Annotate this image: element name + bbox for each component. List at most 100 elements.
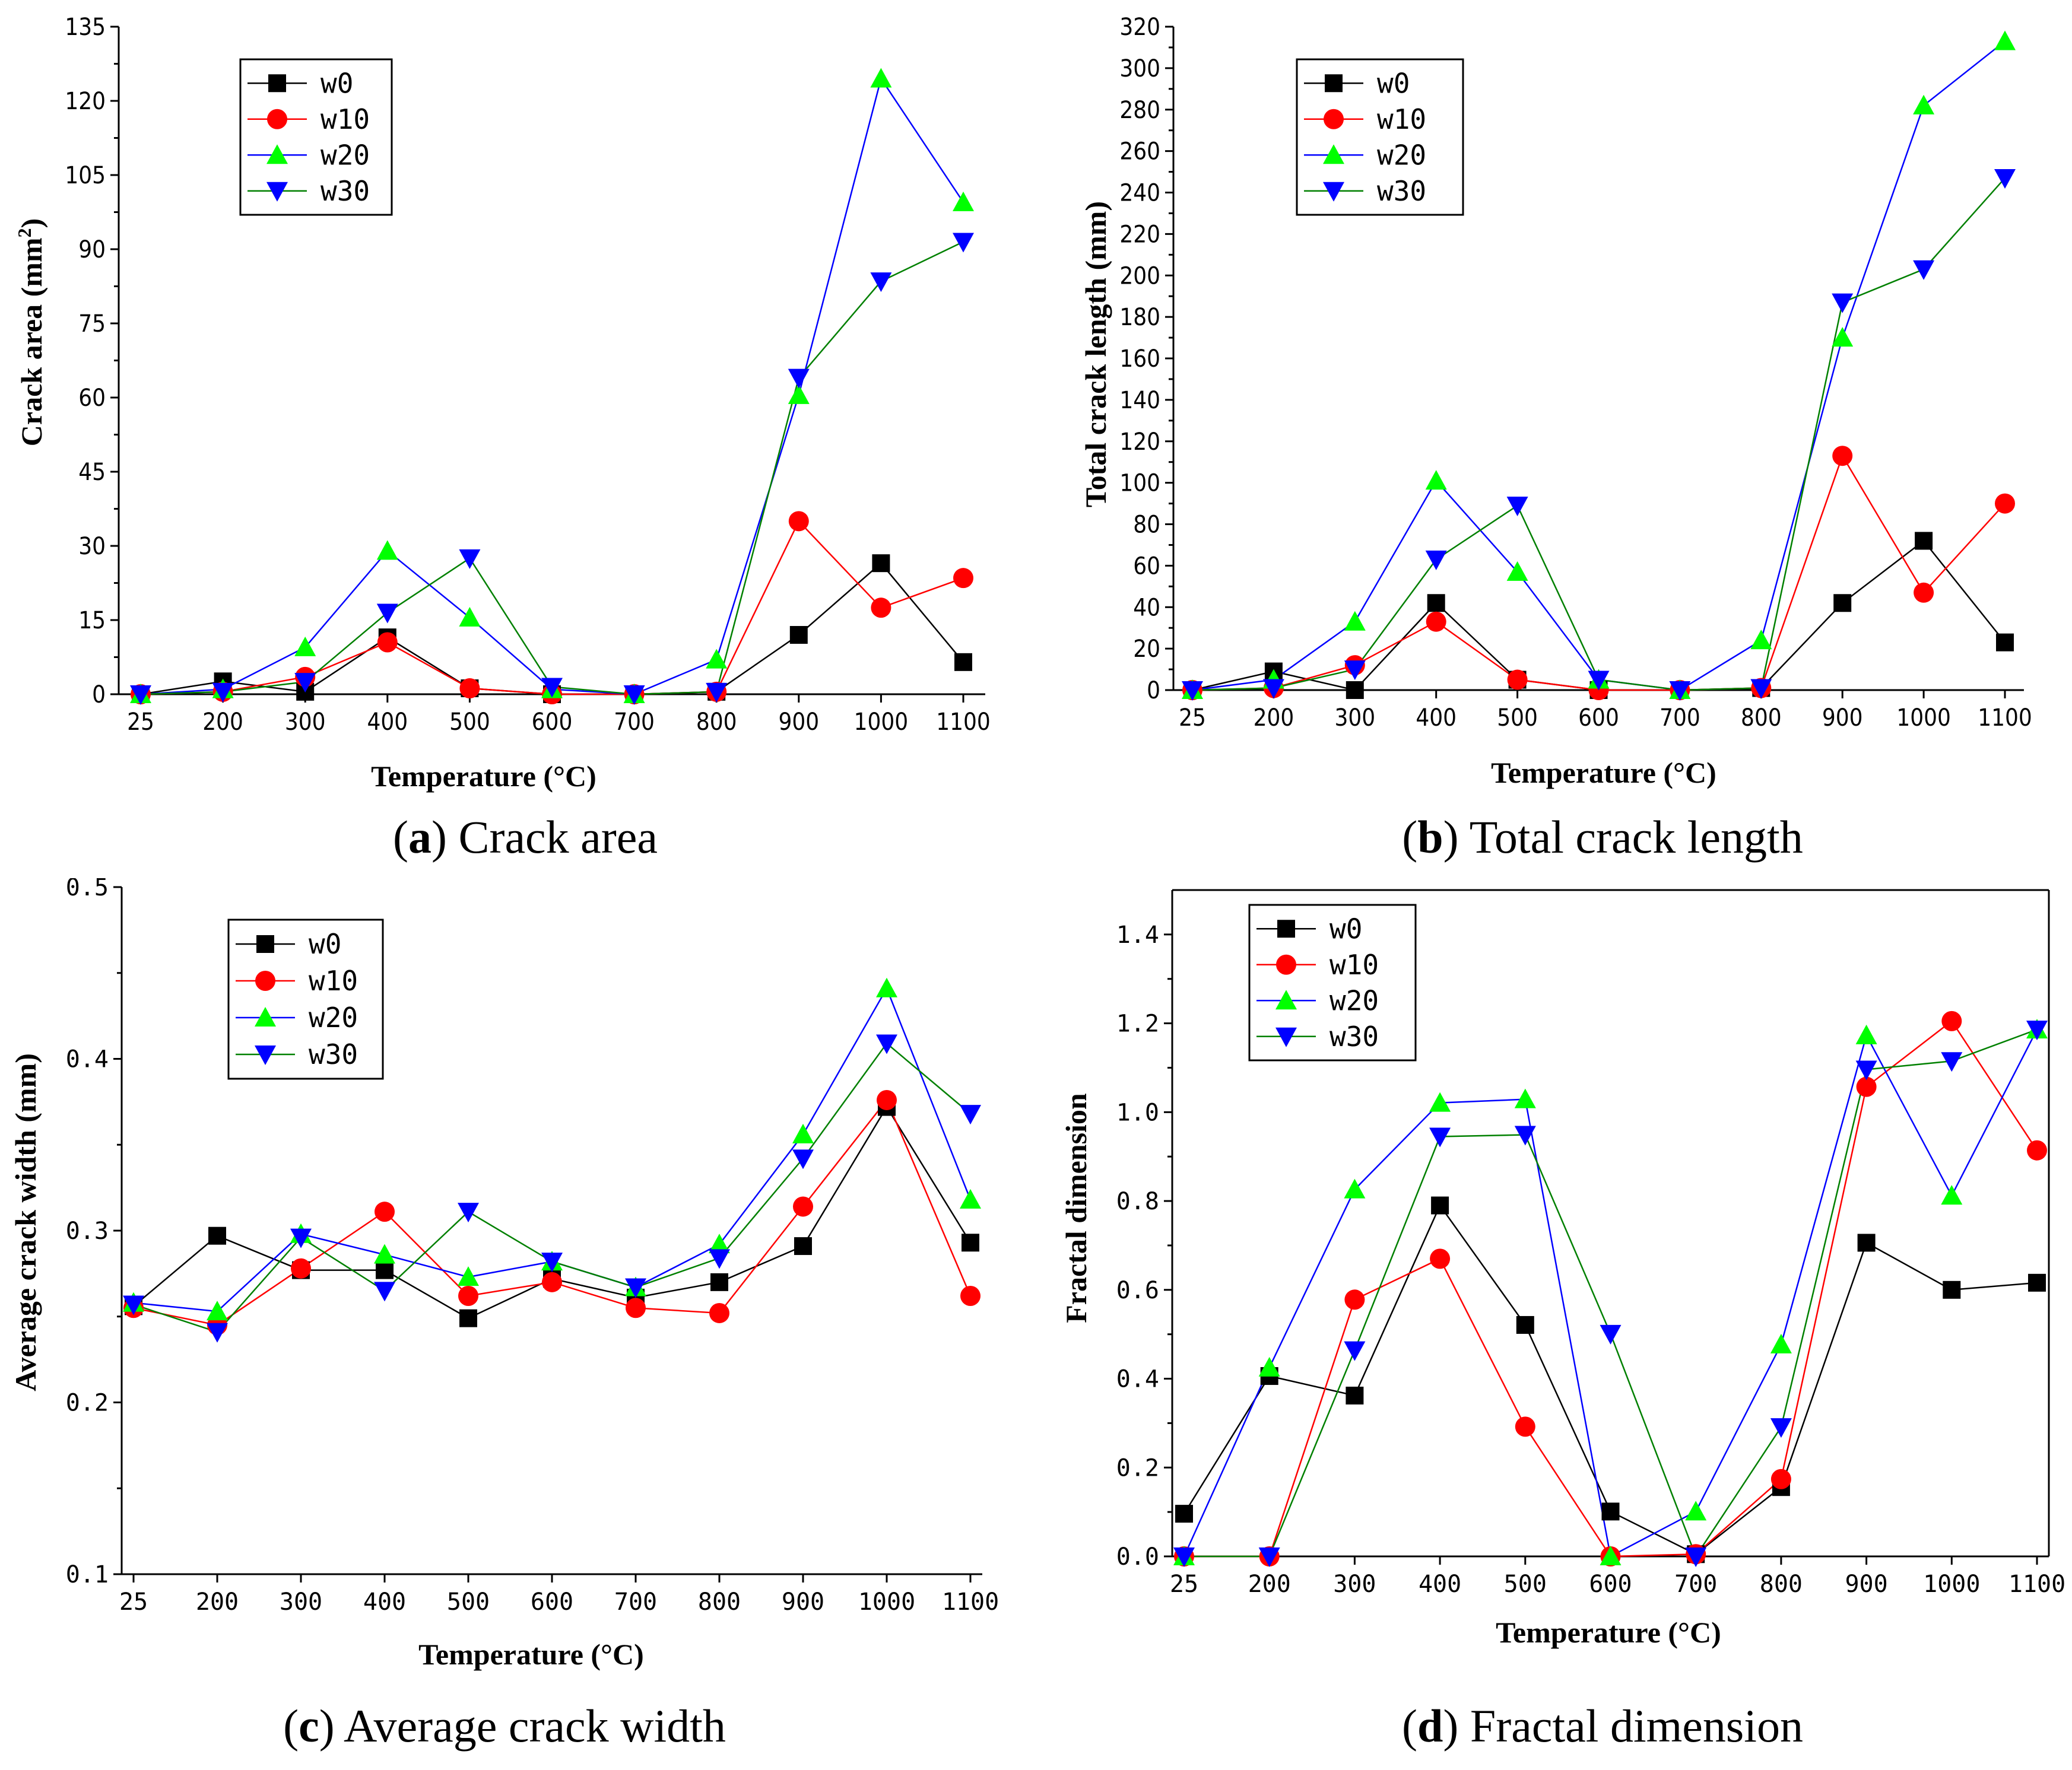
data-point-w0	[1346, 681, 1364, 699]
data-point-w20	[1941, 1185, 1963, 1205]
x-tick-label: 500	[447, 1588, 490, 1616]
x-tick-label: 400	[1419, 1571, 1461, 1598]
y-tick-label: 0	[1147, 677, 1160, 704]
x-tick-label: 1000	[854, 708, 909, 736]
y-tick-label: 300	[1119, 55, 1160, 82]
data-point-w10	[1995, 493, 2015, 514]
data-point-w30	[459, 549, 481, 569]
y-tick-label: 260	[1119, 138, 1160, 166]
series-markers-w30	[1173, 1021, 2048, 1567]
x-axis-title-b: Temperature (°C)	[1491, 756, 1716, 789]
caption-a: (a) Crack area	[393, 811, 658, 863]
legend-label-w10: w10	[1329, 949, 1379, 981]
data-point-w30	[1588, 670, 1610, 691]
y-tick-label: 0.4	[1116, 1366, 1159, 1393]
data-point-w20	[1770, 1333, 1792, 1353]
data-point-w20	[1429, 1092, 1451, 1112]
legend-marker-w20	[1323, 144, 1344, 164]
x-tick-label: 600	[532, 708, 573, 736]
data-point-w10	[1507, 669, 1528, 690]
data-point-w10	[788, 511, 809, 532]
series-line-w30	[1184, 1028, 2038, 1558]
legend-label-w0: w0	[1329, 913, 1362, 945]
panel-c-average-crack-width: Average crack width (mm) Temperature (°C…	[0, 878, 1036, 1770]
data-point-w20	[207, 1301, 228, 1321]
x-tick-label: 400	[367, 708, 408, 736]
y-tick-label: 160	[1119, 345, 1160, 373]
data-point-w0	[954, 653, 972, 671]
y-tick-label: 0.0	[1116, 1543, 1159, 1571]
x-tick-label: 1000	[858, 1588, 915, 1616]
x-tick-label: 600	[1589, 1571, 1632, 1598]
data-point-w0	[1915, 532, 1933, 550]
data-point-w30	[1262, 679, 1284, 699]
series-line-w0	[1183, 1204, 2038, 1555]
legend-box	[1248, 904, 1417, 1062]
legend-label-w30: w30	[309, 1038, 358, 1070]
legend-b: w0 w10 w20 w30	[1296, 58, 1464, 216]
y-tick-label: 135	[65, 14, 106, 41]
legend-label-w20: w20	[1329, 984, 1379, 1016]
legend-label-w10: w10	[1377, 103, 1426, 135]
axes-c: 0.1 0.2 0.3 0.4 0.5 25 200 300 400 500 600 700 800 90…	[66, 878, 999, 1616]
data-point-w10	[1856, 1076, 1877, 1097]
y-tick-label: 0.2	[1116, 1454, 1159, 1482]
x-tick-label: 1100	[1978, 704, 2032, 732]
data-point-w30	[1429, 1127, 1451, 1148]
y-tick-label: 0.4	[66, 1046, 109, 1073]
data-point-w0	[872, 554, 890, 573]
x-tick-label: 25	[1170, 1571, 1198, 1598]
data-point-w30	[1913, 260, 1935, 280]
x-tick-label: 1000	[1923, 1571, 1980, 1598]
y-tick-label: 100	[1119, 470, 1160, 497]
x-tick-label: 25	[127, 708, 154, 736]
legend-marker-w10	[267, 109, 287, 129]
series-line-w10	[1184, 1020, 2038, 1558]
x-axis-title-d: Temperature (°C)	[1496, 1616, 1721, 1649]
legend-label-w20: w20	[1377, 139, 1426, 171]
data-point-w0	[1431, 1196, 1449, 1215]
x-tick-label: 800	[698, 1588, 741, 1616]
y-axis-title-d: Fractal dimension	[1059, 1093, 1093, 1323]
y-tick-label: 0.8	[1116, 1188, 1159, 1215]
series-line-w10	[1192, 454, 2006, 691]
legend-marker-w10	[255, 971, 275, 991]
data-point-w20	[1913, 94, 1935, 115]
data-point-w0	[1601, 1502, 1620, 1521]
data-point-w30	[1832, 293, 1854, 313]
y-tick-label: 0.3	[66, 1218, 109, 1245]
x-tick-label: 1100	[2008, 1571, 2065, 1598]
data-point-w10	[877, 1089, 897, 1110]
data-point-w30	[376, 603, 398, 624]
series-markers-w10	[131, 511, 973, 704]
data-point-w0	[1427, 594, 1445, 612]
data-point-w20	[960, 1189, 981, 1209]
x-tick-label: 700	[614, 1588, 657, 1616]
axes-b: 0 20 40 60 80 100 120 140 160 180 200 220 240 260 280 3…	[1119, 14, 2032, 732]
data-point-w10	[626, 1298, 646, 1318]
x-tick-label: 700	[1674, 1571, 1717, 1598]
x-tick-label: 300	[280, 1588, 322, 1616]
y-tick-label: 0.6	[1116, 1277, 1159, 1304]
legend-marker-w20	[255, 1007, 276, 1027]
data-point-w10	[1515, 1416, 1535, 1437]
data-point-w10	[1426, 611, 1446, 632]
legend-a: w0 w10 w20 w30	[239, 58, 393, 216]
x-tick-label: 1100	[936, 708, 991, 736]
series-group-d	[1173, 1010, 2048, 1567]
legend-marker-w30	[1323, 182, 1344, 202]
data-point-w30	[2026, 1021, 2048, 1041]
data-point-w30	[374, 1282, 395, 1302]
legend-marker-w20	[266, 144, 288, 164]
y-tick-label: 60	[1133, 552, 1160, 580]
data-point-w0	[1996, 633, 2014, 652]
x-tick-label: 700	[614, 708, 655, 736]
data-point-w10	[1430, 1248, 1451, 1269]
legend-marker-w30	[266, 182, 288, 202]
data-point-w30	[960, 1105, 981, 1125]
data-point-w20	[1344, 611, 1366, 631]
data-point-w20	[1258, 1356, 1280, 1377]
data-point-w0	[1175, 1505, 1193, 1523]
data-point-w30	[792, 1149, 814, 1170]
data-point-w30	[1669, 681, 1691, 701]
